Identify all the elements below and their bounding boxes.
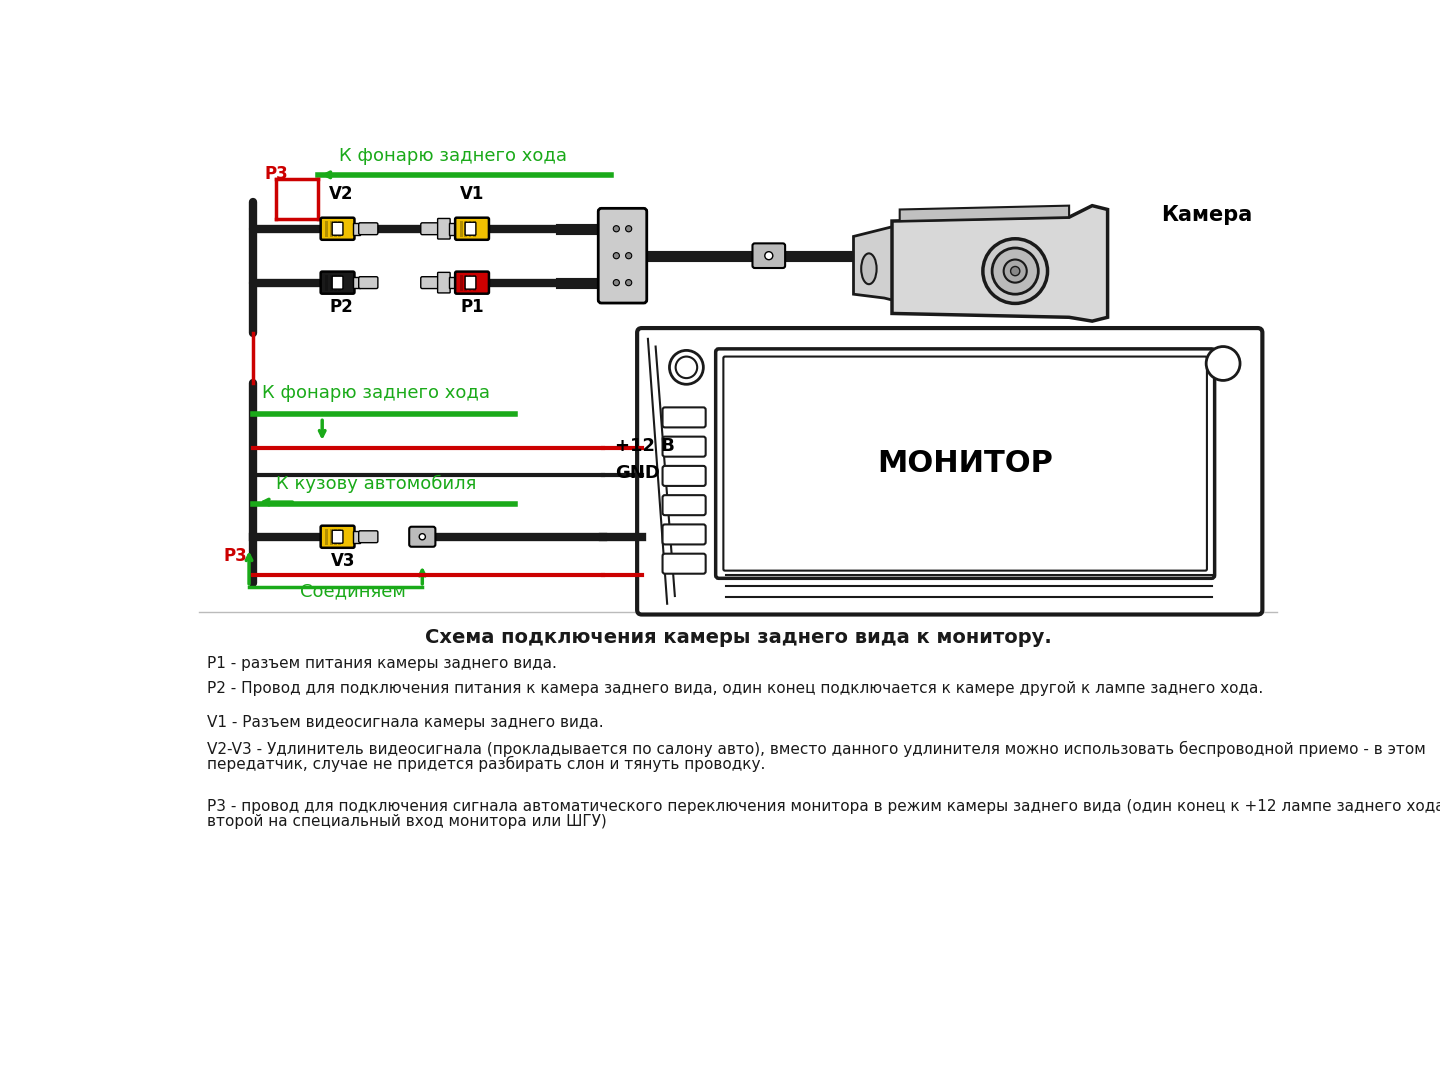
Circle shape (984, 239, 1047, 303)
FancyBboxPatch shape (662, 436, 706, 457)
Text: К фонарю заднего хода: К фонарю заднего хода (262, 384, 490, 402)
FancyBboxPatch shape (438, 272, 451, 293)
Circle shape (613, 280, 619, 286)
FancyBboxPatch shape (662, 524, 706, 545)
Text: К кузову автомобиля: К кузову автомобиля (276, 475, 477, 493)
FancyBboxPatch shape (465, 222, 475, 235)
FancyBboxPatch shape (420, 223, 441, 235)
FancyBboxPatch shape (321, 271, 354, 294)
Text: Камера: Камера (1162, 205, 1253, 225)
FancyBboxPatch shape (333, 222, 343, 235)
Bar (449, 223, 456, 235)
FancyBboxPatch shape (333, 531, 343, 544)
Text: V1: V1 (461, 185, 484, 204)
Bar (353, 531, 360, 542)
Circle shape (670, 351, 703, 384)
FancyBboxPatch shape (662, 466, 706, 486)
Text: V2: V2 (330, 185, 354, 204)
Text: V3: V3 (331, 552, 356, 570)
Circle shape (1207, 346, 1240, 381)
Text: Схема подключения камеры заднего вида к монитору.: Схема подключения камеры заднего вида к … (425, 627, 1051, 646)
Text: К фонарю заднего хода: К фонарю заднего хода (338, 147, 567, 165)
FancyBboxPatch shape (598, 208, 647, 303)
FancyBboxPatch shape (359, 531, 377, 542)
Text: P1: P1 (461, 298, 484, 316)
Text: P3: P3 (223, 548, 248, 565)
Circle shape (1004, 259, 1027, 283)
FancyBboxPatch shape (662, 407, 706, 428)
Bar (468, 274, 471, 291)
FancyBboxPatch shape (321, 218, 354, 240)
Text: V2-V3 - Удлинитель видеосигнала (прокладывается по салону авто), вместо данного : V2-V3 - Удлинитель видеосигнала (проклад… (207, 741, 1426, 757)
Circle shape (1011, 267, 1020, 276)
Circle shape (613, 253, 619, 258)
FancyBboxPatch shape (753, 243, 785, 268)
Bar (338, 274, 341, 291)
Polygon shape (900, 206, 1068, 221)
FancyBboxPatch shape (359, 223, 377, 235)
Bar (325, 528, 328, 545)
Text: Р2 - Провод для подключения питания к камера заднего вида, один конец подключает: Р2 - Провод для подключения питания к ка… (207, 682, 1263, 697)
FancyBboxPatch shape (420, 277, 441, 288)
Bar (472, 274, 475, 291)
Text: Р3 - провод для подключения сигнала автоматического переключения монитора в режи: Р3 - провод для подключения сигнала авто… (207, 799, 1440, 814)
FancyBboxPatch shape (465, 277, 475, 289)
FancyBboxPatch shape (636, 328, 1263, 614)
Text: МОНИТОР: МОНИТОР (877, 449, 1053, 478)
Text: +12 В: +12 В (615, 437, 675, 456)
FancyBboxPatch shape (662, 495, 706, 516)
Bar (338, 221, 341, 237)
FancyBboxPatch shape (455, 271, 490, 294)
Polygon shape (891, 206, 1107, 322)
Bar (334, 221, 337, 237)
Bar (325, 221, 328, 237)
Text: GND: GND (615, 464, 660, 482)
Bar (353, 277, 360, 288)
Bar (325, 274, 328, 291)
FancyBboxPatch shape (662, 553, 706, 574)
FancyBboxPatch shape (723, 357, 1207, 570)
Circle shape (613, 226, 619, 232)
Bar (334, 274, 337, 291)
Polygon shape (854, 225, 900, 302)
Bar (338, 528, 341, 545)
Circle shape (992, 248, 1038, 294)
Circle shape (675, 357, 697, 378)
Circle shape (625, 280, 632, 286)
Bar (330, 274, 333, 291)
Circle shape (625, 226, 632, 232)
Text: V1 - Разъем видеосигнала камеры заднего вида.: V1 - Разъем видеосигнала камеры заднего … (207, 715, 603, 730)
Bar (459, 274, 462, 291)
FancyBboxPatch shape (333, 277, 343, 289)
FancyBboxPatch shape (409, 526, 435, 547)
Bar (459, 221, 462, 237)
Text: P2: P2 (330, 298, 353, 316)
FancyBboxPatch shape (359, 277, 377, 288)
Bar (353, 223, 360, 235)
Circle shape (765, 252, 773, 259)
Bar (472, 221, 475, 237)
Text: P3: P3 (265, 165, 288, 182)
Text: Соединяем: Соединяем (300, 583, 406, 600)
FancyBboxPatch shape (455, 218, 490, 240)
Circle shape (419, 534, 425, 540)
FancyBboxPatch shape (438, 219, 451, 239)
FancyBboxPatch shape (716, 348, 1214, 578)
FancyBboxPatch shape (321, 525, 354, 548)
Bar (464, 221, 467, 237)
Bar (334, 528, 337, 545)
Bar (468, 221, 471, 237)
Text: второй на специальный вход монитора или ШГУ): второй на специальный вход монитора или … (207, 814, 606, 829)
Bar (449, 277, 456, 288)
Ellipse shape (861, 253, 877, 284)
Bar (330, 221, 333, 237)
Text: передатчик, случае не придется разбирать слон и тянуть проводку.: передатчик, случае не придется разбирать… (207, 756, 765, 772)
Circle shape (625, 253, 632, 258)
Text: Р1 - разъем питания камеры заднего вида.: Р1 - разъем питания камеры заднего вида. (207, 656, 557, 671)
Bar (464, 274, 467, 291)
Bar (330, 528, 333, 545)
